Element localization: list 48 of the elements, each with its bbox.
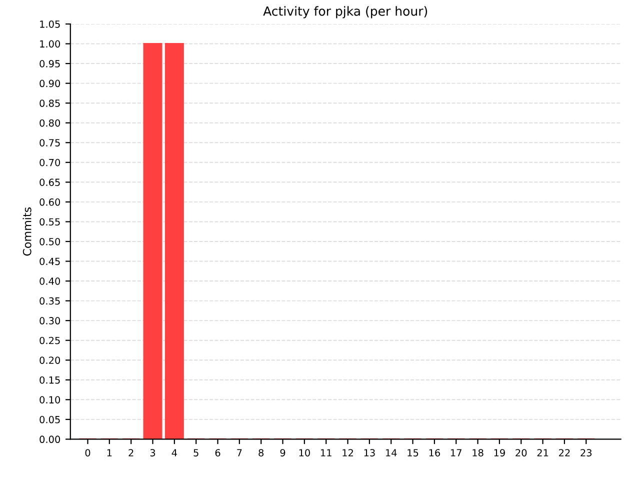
x-tick-label: 20 (516, 449, 527, 456)
y-tick-label: 0.30 (40, 317, 60, 324)
chart-title: Activity for pjka (per hour) (263, 6, 428, 18)
y-tick-label: 0.20 (40, 356, 60, 364)
x-tick-label: 12 (342, 449, 353, 456)
y-tick-label: 0.05 (40, 416, 60, 424)
y-tick-label: 0.65 (40, 178, 60, 186)
x-tick-label: 11 (320, 449, 332, 456)
x-tick-label: 7 (237, 449, 242, 456)
y-tick-label: 0.80 (40, 119, 60, 127)
x-tick-label: 8 (258, 449, 264, 456)
y-tick-label: 0.50 (40, 238, 60, 246)
x-tick-label: 10 (299, 449, 310, 456)
x-tick-label: 17 (450, 449, 462, 456)
x-tick-label: 3 (150, 449, 156, 456)
y-tick-label: 0.70 (40, 158, 60, 166)
y-tick-label: 0.25 (40, 336, 60, 344)
y-tick-label: 0.00 (40, 436, 60, 444)
x-tick-label: 21 (537, 449, 548, 456)
y-tick-label: 0.75 (40, 139, 60, 146)
y-axis-title: Commits (22, 207, 32, 256)
y-tick-label: 0.45 (40, 258, 60, 266)
x-tick-label: 16 (429, 449, 440, 456)
x-tick-label: 6 (215, 449, 220, 456)
y-tick-label: 0.55 (40, 218, 60, 226)
x-tick-label: 15 (408, 449, 418, 456)
x-tick-label: 4 (172, 449, 177, 456)
x-tick-label: 2 (128, 449, 134, 456)
y-tick-label: 0.15 (40, 376, 60, 384)
y-tick-label: 1.05 (40, 20, 60, 28)
x-tick-label: 22 (558, 449, 570, 456)
y-tick-label: 0.60 (40, 198, 60, 206)
y-tick-label: 0.35 (40, 297, 60, 305)
x-tick-label: 9 (280, 449, 286, 456)
x-tick-label: 0 (85, 449, 90, 456)
y-tick-label: 1.00 (40, 40, 60, 48)
x-tick-label: 14 (386, 449, 397, 456)
y-tick-label: 0.90 (40, 80, 60, 88)
x-tick-label: 5 (194, 449, 198, 456)
x-tick-label: 1 (107, 449, 112, 456)
y-tick-label: 0.85 (40, 100, 60, 107)
x-tick-label: 18 (472, 449, 484, 456)
y-tick-label: 0.40 (40, 278, 60, 285)
x-tick-label: 23 (580, 449, 592, 456)
y-tick-label: 0.95 (40, 60, 60, 68)
x-tick-label: 19 (494, 449, 505, 456)
y-tick-label: 0.10 (40, 396, 60, 404)
x-tick-label: 13 (364, 449, 375, 456)
